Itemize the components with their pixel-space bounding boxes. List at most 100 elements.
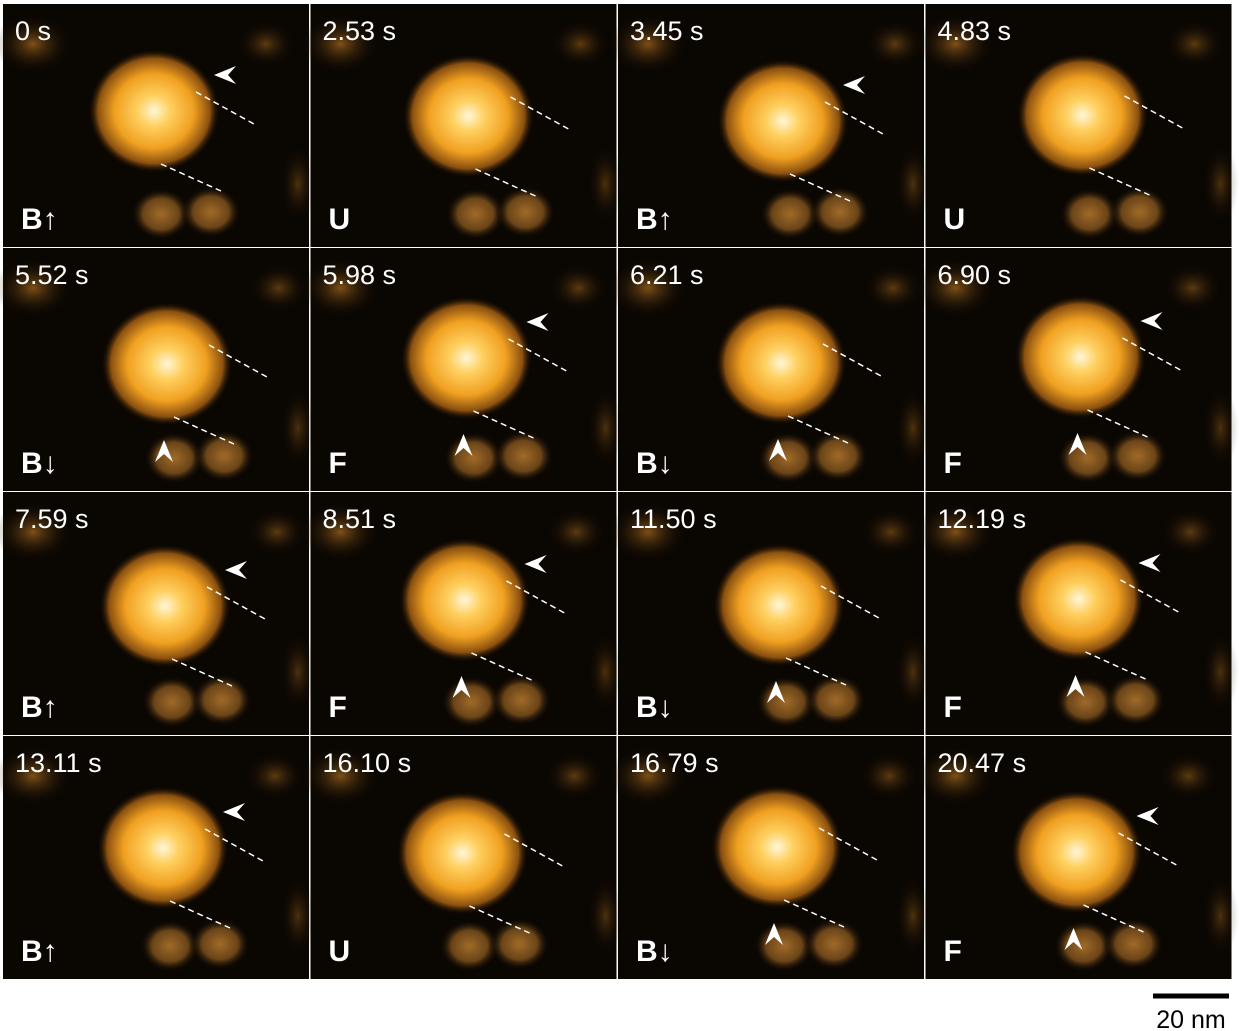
panel: 2.53 s U — [301, 4, 624, 247]
panel: 20.47 s F — [916, 736, 1239, 979]
faint-blob — [1203, 632, 1239, 712]
faint-blob — [236, 20, 296, 68]
particle — [99, 544, 231, 668]
scale-bar-label: 20 nm — [1156, 1006, 1225, 1031]
state-label: F — [329, 447, 347, 480]
particle — [1013, 537, 1145, 661]
state-label: F — [329, 691, 347, 724]
panel: 8.51 s F — [301, 492, 624, 735]
small-blob — [1108, 430, 1168, 482]
small-blob — [810, 186, 870, 238]
time-label: 4.83 s — [938, 16, 1012, 46]
particle — [1015, 295, 1147, 419]
time-label: 7.59 s — [15, 504, 89, 534]
panel: 16.10 s U — [301, 736, 624, 979]
panel: 13.11 s B↑ — [0, 736, 316, 979]
time-label: 11.50 s — [630, 504, 717, 534]
faint-blob — [1161, 508, 1221, 556]
small-blob — [1104, 918, 1164, 970]
small-blob — [492, 674, 552, 726]
particle — [397, 791, 529, 915]
faint-blob — [1159, 752, 1219, 800]
small-blob — [490, 918, 550, 970]
panel: 5.98 s F — [301, 248, 624, 491]
time-label: 0 s — [15, 16, 51, 46]
state-label: U — [329, 935, 351, 968]
faint-blob — [1203, 388, 1239, 468]
small-blob — [181, 186, 241, 238]
faint-blob — [1203, 144, 1239, 224]
time-label: 8.51 s — [323, 504, 397, 534]
faint-blob — [249, 264, 309, 312]
state-label: B↑ — [636, 203, 673, 236]
panel: 16.79 s B↓ — [608, 736, 931, 979]
state-label: B↑ — [21, 935, 58, 968]
state-label: F — [944, 447, 962, 480]
time-label: 6.90 s — [938, 260, 1012, 290]
particle — [101, 302, 233, 426]
faint-blob — [859, 752, 919, 800]
state-label: U — [329, 203, 351, 236]
panel-grid: 0 s B↑ 2.53 s U 3.45 sB↑4.83 s U 5.52 s B↓ 5.98 … — [0, 4, 1239, 979]
time-label: 20.47 s — [938, 748, 1027, 778]
time-label: 12.19 s — [938, 504, 1027, 534]
panel: 6.21 s B↓ — [608, 248, 931, 491]
particle — [717, 59, 849, 183]
state-label: B↓ — [636, 447, 673, 480]
state-label: B↑ — [21, 691, 58, 724]
particle — [403, 54, 535, 178]
faint-blob — [245, 752, 305, 800]
panel: 7.59 s B↑ — [0, 492, 316, 735]
faint-blob — [547, 508, 607, 556]
particle — [401, 296, 533, 420]
small-blob — [194, 430, 254, 482]
panel: 12.19 s F — [916, 492, 1239, 735]
panel: 3.45 sB↑ — [608, 4, 931, 247]
state-label: B↓ — [636, 691, 673, 724]
state-label: B↑ — [21, 203, 58, 236]
particle — [88, 49, 220, 173]
faint-blob — [1165, 20, 1225, 68]
figure: 0 s B↑ 2.53 s U 3.45 sB↑4.83 s U 5.52 s B↓ 5.98 … — [0, 0, 1239, 1031]
time-label: 6.21 s — [630, 260, 704, 290]
time-label: 5.98 s — [323, 260, 397, 290]
particle — [1017, 53, 1149, 177]
panel: 0 s B↑ — [0, 4, 316, 247]
small-blob — [806, 674, 866, 726]
small-blob — [496, 186, 556, 238]
particle — [713, 543, 845, 667]
state-label: F — [944, 935, 962, 968]
time-label: 16.79 s — [630, 748, 719, 778]
panel: 11.50 s B↓ — [608, 492, 931, 735]
particle — [97, 786, 229, 910]
time-label: 2.53 s — [323, 16, 397, 46]
time-label: 5.52 s — [15, 260, 89, 290]
page: 0 s B↑ 2.53 s U 3.45 sB↑4.83 s U 5.52 s B↓ 5.98 … — [0, 0, 1239, 1031]
state-label: F — [944, 691, 962, 724]
small-blob — [1110, 186, 1170, 238]
small-blob — [1106, 674, 1166, 726]
particle — [1011, 790, 1143, 914]
faint-blob — [863, 264, 923, 312]
faint-blob — [247, 508, 307, 556]
state-label: U — [944, 203, 966, 236]
time-label: 16.10 s — [323, 748, 412, 778]
particle — [715, 301, 847, 425]
faint-blob — [549, 264, 609, 312]
faint-blob — [1163, 264, 1223, 312]
state-label: B↓ — [21, 447, 58, 480]
faint-blob — [551, 20, 611, 68]
faint-blob — [545, 752, 605, 800]
faint-blob — [861, 508, 921, 556]
particle — [399, 538, 531, 662]
particle — [711, 785, 843, 909]
panel: 4.83 s U — [916, 4, 1239, 247]
state-label: B↓ — [636, 935, 673, 968]
faint-blob — [1203, 876, 1239, 956]
small-blob — [494, 430, 554, 482]
time-label: 13.11 s — [15, 748, 102, 778]
panel: 6.90 s F — [916, 248, 1239, 491]
panel: 5.52 s B↓ — [0, 248, 316, 491]
small-blob — [804, 918, 864, 970]
small-blob — [190, 918, 250, 970]
